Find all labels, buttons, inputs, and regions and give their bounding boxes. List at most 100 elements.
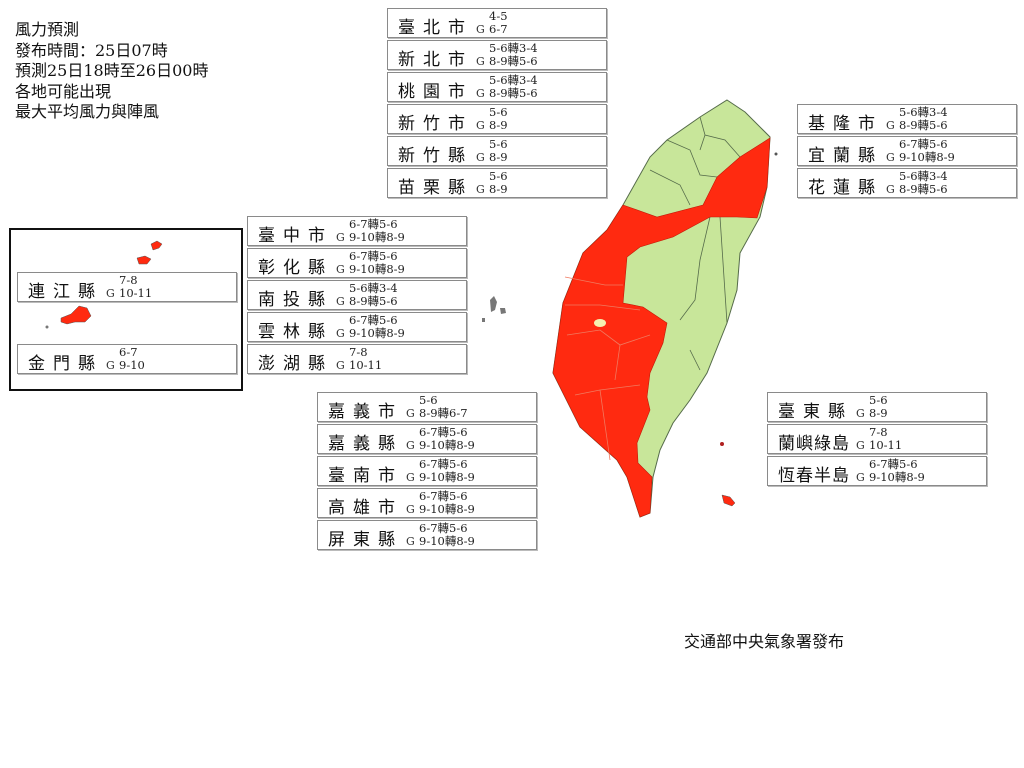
gust-wind: 8-9 [869, 405, 888, 420]
mean-wind: 7-8 [119, 273, 138, 287]
wind-values: 6-7轉5-6 9-10轉8-9 [419, 522, 475, 547]
mean-wind: 7-8 [349, 345, 368, 359]
gust-wind: 9-10轉8-9 [349, 325, 405, 340]
gust-wind: 9-10 [119, 357, 145, 372]
mean-wind: 5-6轉3-4 [349, 281, 398, 295]
region-box: 基隆市 G 5-6轉3-4 8-9轉5-6 [797, 104, 1017, 134]
wind-values: 5-6 8-9 [489, 106, 508, 131]
gust-prefix: G [476, 23, 485, 36]
region-name: 花蓮縣 [808, 178, 883, 198]
issuer-credit: 交通部中央氣象署發布 [684, 632, 845, 651]
gust-wind: 8-9轉5-6 [489, 53, 538, 68]
gust-prefix: G [476, 55, 485, 68]
wind-values: 5-6轉3-4 8-9轉5-6 [349, 282, 398, 307]
gust-prefix: G [406, 503, 415, 516]
region-box: 恆春半島 G 6-7轉5-6 9-10轉8-9 [767, 456, 987, 486]
penghu-islands [482, 296, 506, 322]
region-box: 臺北市 G 4-5 6-7 [387, 8, 607, 38]
region-name: 桃園市 [398, 82, 473, 102]
mean-wind: 5-6 [869, 393, 888, 407]
wind-values: 7-8 10-11 [119, 274, 152, 299]
mean-wind: 6-7轉5-6 [899, 137, 948, 151]
mean-wind: 5-6 [489, 169, 508, 183]
region-name: 雲林縣 [258, 322, 333, 342]
wind-values: 5-6轉3-4 8-9轉5-6 [899, 170, 948, 195]
mean-wind: 6-7轉5-6 [349, 249, 398, 263]
mean-wind: 5-6轉3-4 [489, 73, 538, 87]
region-name: 澎湖縣 [258, 354, 333, 374]
gust-wind: 8-9 [489, 149, 508, 164]
region-name: 恆春半島 [778, 466, 850, 486]
wind-values: 6-7轉5-6 9-10轉8-9 [349, 250, 405, 275]
wind-values: 6-7轉5-6 9-10轉8-9 [349, 314, 405, 339]
region-box: 雲林縣 G 6-7轉5-6 9-10轉8-9 [247, 312, 467, 342]
gust-wind: 9-10轉8-9 [419, 469, 475, 484]
mean-wind: 5-6轉3-4 [489, 41, 538, 55]
region-box: 新北市 G 5-6轉3-4 8-9轉5-6 [387, 40, 607, 70]
mean-wind: 4-5 [489, 9, 508, 23]
wind-values: 6-7轉5-6 9-10轉8-9 [349, 218, 405, 243]
mean-wind: 5-6 [489, 105, 508, 119]
gust-wind: 8-9轉5-6 [349, 293, 398, 308]
gust-prefix: G [106, 359, 115, 372]
wind-values: 6-7 9-10 [119, 346, 145, 371]
region-name: 新竹縣 [398, 146, 473, 166]
mean-wind: 6-7轉5-6 [349, 217, 398, 231]
region-box: 苗栗縣 G 5-6 8-9 [387, 168, 607, 198]
gust-prefix: G [476, 151, 485, 164]
mean-wind: 6-7 [119, 345, 138, 359]
gust-prefix: G [106, 287, 115, 300]
region-name: 基隆市 [808, 114, 883, 134]
gust-wind: 8-9轉6-7 [419, 405, 468, 420]
region-name: 新北市 [398, 50, 473, 70]
matsu-islands [136, 240, 163, 265]
gust-prefix: G [406, 439, 415, 452]
wind-values: 5-6 8-9 [489, 170, 508, 195]
gust-wind: 8-9轉5-6 [899, 117, 948, 132]
mean-wind: 5-6轉3-4 [899, 105, 948, 119]
gust-prefix: G [336, 295, 345, 308]
gust-prefix: G [856, 407, 865, 420]
chiayi-city [594, 319, 606, 327]
gust-prefix: G [336, 263, 345, 276]
region-box: 南投縣 G 5-6轉3-4 8-9轉5-6 [247, 280, 467, 310]
gust-prefix: G [476, 183, 485, 196]
gust-prefix: G [336, 327, 345, 340]
title-line: 各地可能出現 [15, 81, 112, 101]
mean-wind: 7-8 [869, 425, 888, 439]
mean-wind: 5-6 [489, 137, 508, 151]
kinmen-small-island [45, 325, 49, 329]
region-name: 臺南市 [328, 466, 403, 486]
region-name: 臺東縣 [778, 402, 853, 422]
region-box: 屏東縣 G 6-7轉5-6 9-10轉8-9 [317, 520, 537, 550]
lanyu-island [720, 442, 724, 446]
region-name: 金門縣 [28, 354, 103, 374]
district-borders-warning [564, 276, 651, 461]
mean-wind: 6-7轉5-6 [349, 313, 398, 327]
gust-prefix: G [886, 151, 895, 164]
gust-prefix: G [476, 87, 485, 100]
mean-wind: 6-7轉5-6 [419, 521, 468, 535]
gust-wind: 8-9轉5-6 [489, 85, 538, 100]
gust-wind: 10-11 [119, 285, 153, 300]
gust-wind: 8-9 [489, 117, 508, 132]
title-line: 最大平均風力與陣風 [15, 102, 160, 121]
forecast-period: 預測25日18時至26日00時 [15, 61, 209, 80]
gust-prefix: G [406, 407, 415, 420]
wind-values: 5-6轉3-4 8-9轉5-6 [489, 42, 538, 67]
mean-wind: 6-7轉5-6 [869, 457, 918, 471]
region-name: 臺中市 [258, 226, 333, 246]
wind-values: 4-5 6-7 [489, 10, 508, 35]
mean-wind: 6-7轉5-6 [419, 489, 468, 503]
region-box: 金門縣 G 6-7 9-10 [17, 344, 237, 374]
kinmen-islands [60, 305, 92, 325]
offshore-islands-inset [9, 228, 243, 391]
region-box: 臺中市 G 6-7轉5-6 9-10轉8-9 [247, 216, 467, 246]
region-name: 南投縣 [258, 290, 333, 310]
turtle-island [774, 152, 778, 156]
region-box: 嘉義市 G 5-6 8-9轉6-7 [317, 392, 537, 422]
region-name: 宜蘭縣 [808, 146, 883, 166]
wind-values: 5-6轉3-4 8-9轉5-6 [899, 106, 948, 131]
gust-prefix: G [336, 231, 345, 244]
region-box: 蘭嶼綠島 G 7-8 10-11 [767, 424, 987, 454]
